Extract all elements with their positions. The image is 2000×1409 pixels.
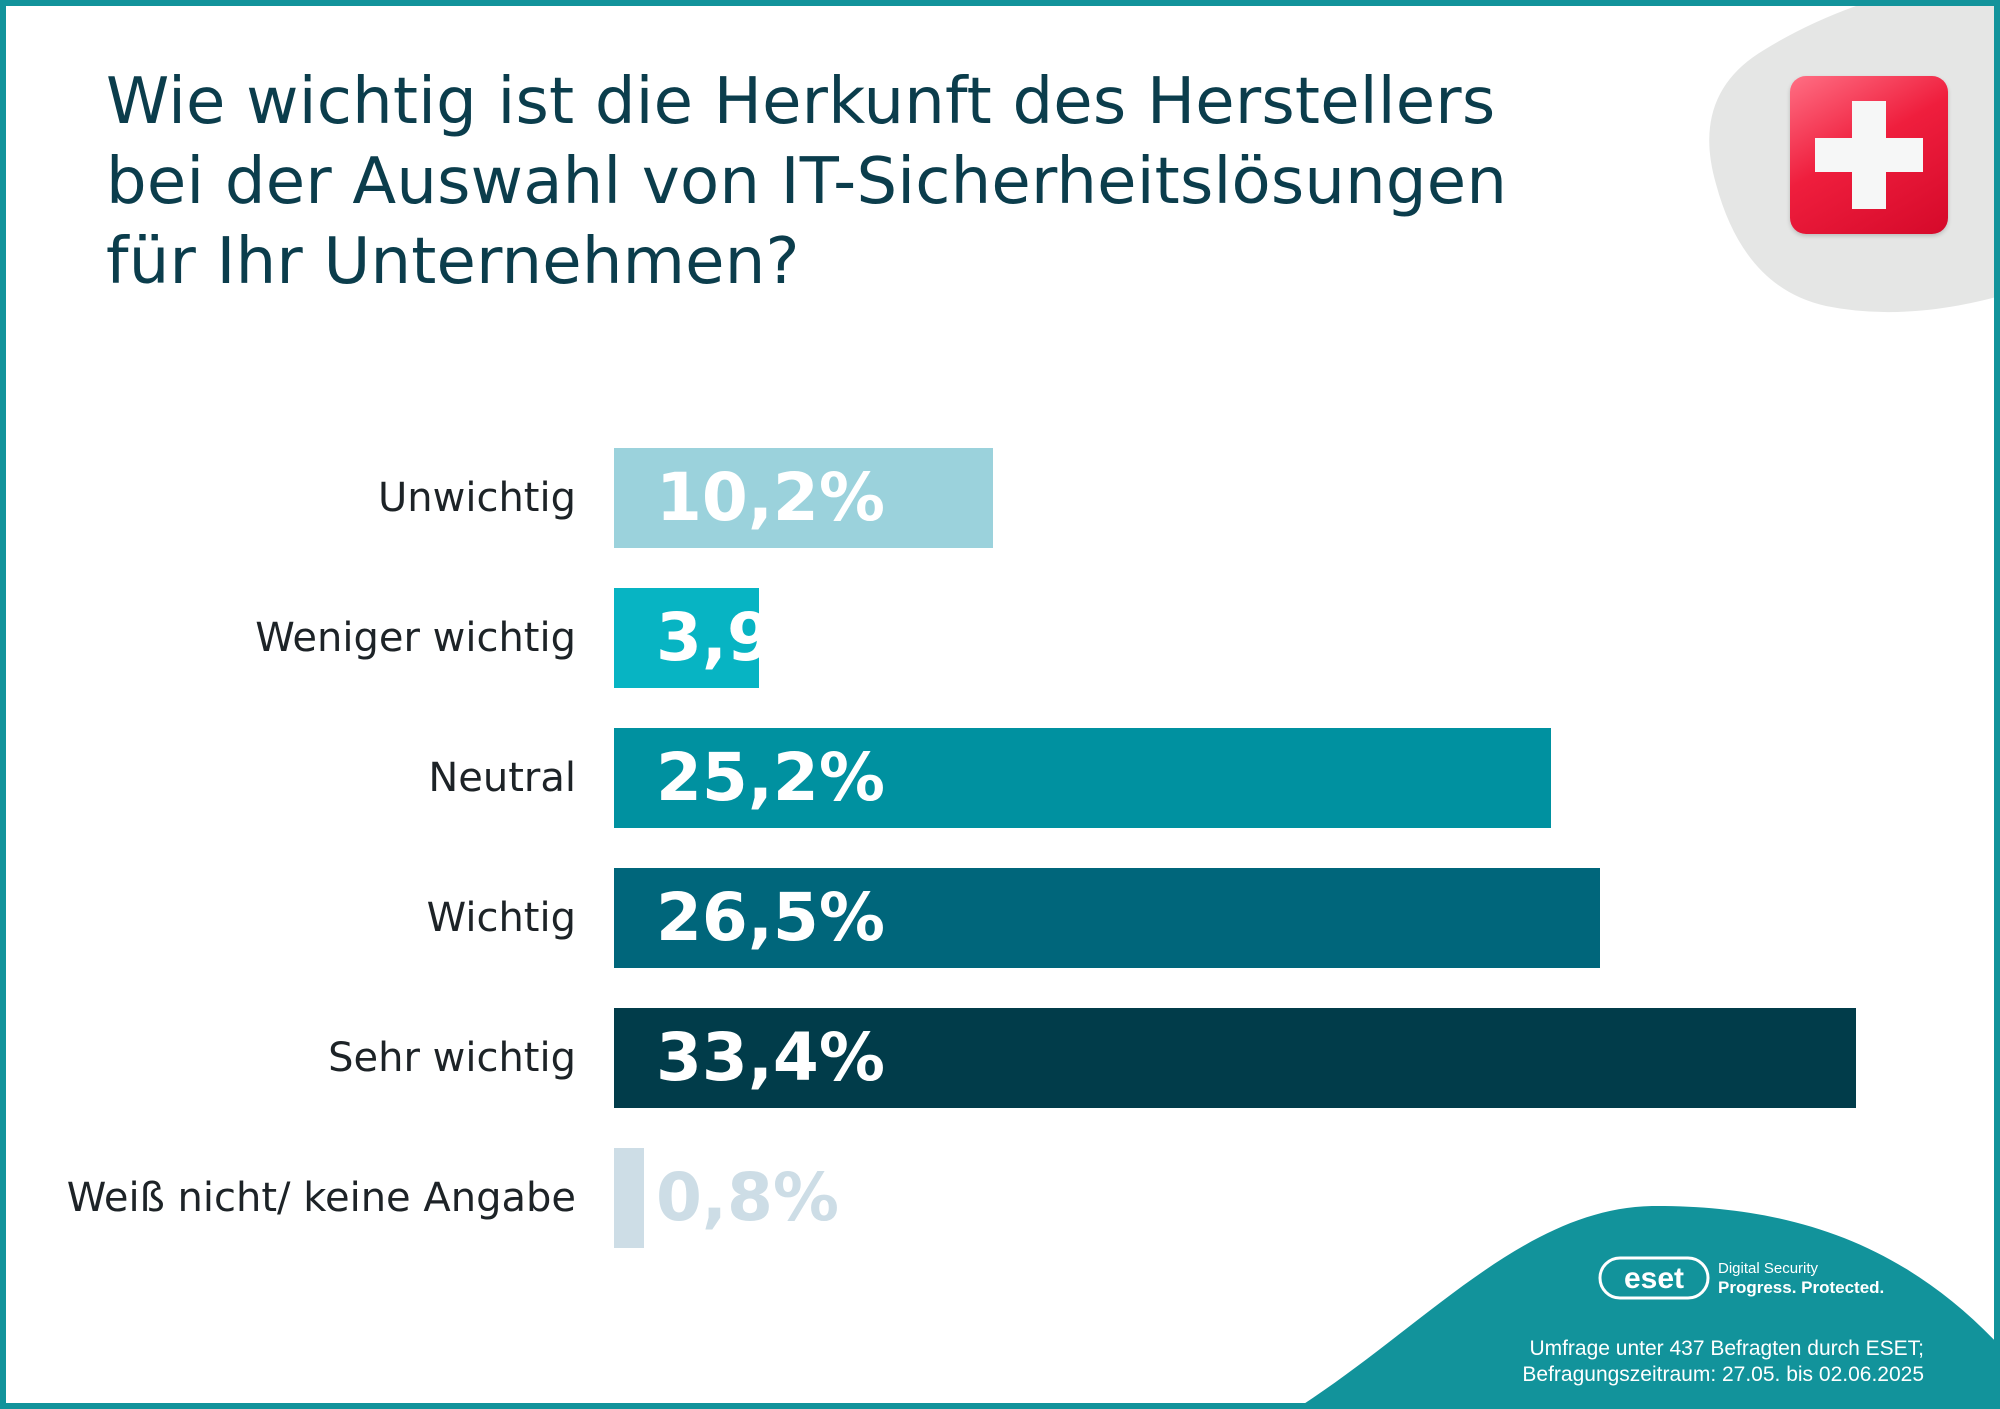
swiss-cross-icon [1790, 76, 1948, 234]
value-label: 0,8% [656, 1159, 840, 1236]
bar [614, 728, 1552, 828]
eset-tagline-2: Progress. Protected. [1718, 1278, 1885, 1297]
category-label: Weniger wichtig [255, 615, 576, 661]
eset-logo-text: eset [1624, 1262, 1684, 1295]
eset-tagline-1: Digital Security [1718, 1260, 1819, 1277]
title-line-3: für Ihr Unternehmen? [106, 225, 800, 299]
value-label: 26,5% [656, 879, 885, 956]
bar [614, 588, 760, 688]
bar [614, 1008, 1857, 1108]
value-label: 25,2% [656, 739, 885, 816]
eset-tagline: Digital Security Progress. Protected. [1718, 1260, 1884, 1298]
category-label: Sehr wichtig [328, 1035, 576, 1081]
survey-note-line-1: Umfrage unter 437 Befragten durch ESET; [1529, 1337, 1924, 1360]
title-line-2: bei der Auswahl von IT-Sicherheitslösung… [106, 145, 1508, 219]
category-label: Wichtig [426, 895, 576, 941]
value-label: 33,4% [656, 1019, 885, 1096]
chart-title: Wie wichtig ist die Herkunft des Herstel… [106, 62, 1626, 302]
category-label: Neutral [428, 755, 576, 801]
title-line-1: Wie wichtig ist die Herkunft des Herstel… [106, 65, 1496, 139]
value-label: 10,2% [656, 459, 885, 536]
survey-note-line-2: Befragungszeitraum: 27.05. bis 02.06.202… [1522, 1363, 1924, 1386]
bar-chart: Unwichtig 10,2% Weniger wichtig 3,9% Neutral… [6, 6, 1994, 1403]
survey-note: Umfrage unter 437 Befragten durch ESET; … [1522, 1336, 1924, 1388]
bar [614, 448, 994, 548]
eset-logo: eset [1598, 1256, 1710, 1300]
value-label: 3,9% [656, 599, 840, 676]
bar [614, 868, 1600, 968]
category-label: Weiß nicht/ keine Angabe [66, 1175, 576, 1221]
bar [614, 1148, 644, 1248]
category-label: Unwichtig [378, 475, 576, 521]
